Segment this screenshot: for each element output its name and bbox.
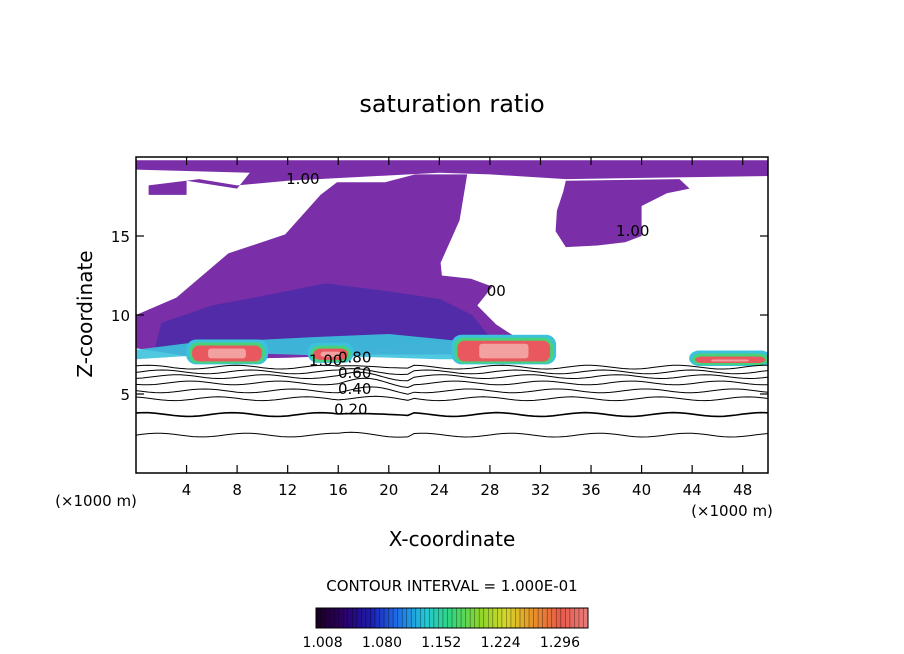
- y-tick-label: 10: [111, 307, 130, 325]
- contour-label-7: 0.20: [334, 401, 367, 419]
- isoline-1: [136, 431, 768, 438]
- y-tick-label: 5: [120, 386, 130, 404]
- x-tick-label: 36: [581, 481, 600, 499]
- isoline-8: [136, 364, 768, 370]
- cell-2: [307, 342, 354, 363]
- upper-layer-region: [136, 160, 768, 195]
- x-tick-label: 4: [182, 481, 192, 499]
- x-tick-label: 32: [531, 481, 550, 499]
- contour-label-3: 1.00: [309, 352, 342, 370]
- contour-label-4: 0.80: [338, 348, 371, 366]
- x-axis-unit-left: (×1000 m): [55, 492, 137, 510]
- contour-label-6: 0.40: [338, 380, 371, 398]
- colorbar-tick-label: 1.152: [421, 635, 461, 651]
- contour-interval-label: CONTOUR INTERVAL = 1.000E-01: [326, 577, 577, 595]
- y-axis-label: Z-coordinate: [73, 250, 97, 377]
- x-axis-label: X-coordinate: [389, 527, 516, 551]
- isoline-6: [136, 371, 768, 382]
- contour-label-1: 1.00: [286, 170, 319, 188]
- cell-3: [451, 334, 557, 365]
- x-tick-label: 48: [733, 481, 752, 499]
- isoline-5: [136, 377, 768, 389]
- colorbar-ticks: 1.008 1.080 1.152 1.224 1.296: [303, 608, 589, 651]
- y-axis: 5 10 15: [111, 228, 768, 404]
- chart-title: saturation ratio: [359, 90, 544, 118]
- colorbar-tick-label: 1.296: [540, 635, 580, 651]
- x-tick-label: 44: [683, 481, 702, 499]
- cell-1: [186, 339, 268, 365]
- x-axis-unit-right: (×1000 m): [691, 502, 773, 520]
- isoline-4: [136, 386, 768, 395]
- contour-label-2: 1.00: [616, 222, 649, 240]
- isoline-2: [136, 411, 768, 418]
- x-tick-label: 20: [379, 481, 398, 499]
- isoline-7: [136, 368, 768, 376]
- colorbar-tick-label: 1.224: [481, 635, 521, 651]
- colorbar-tick-label: 1.008: [303, 635, 343, 651]
- upper-right-region: [555, 179, 690, 248]
- x-axis: 4 8 12 16 20 24 28 32 36 40 44 48: [182, 157, 752, 499]
- isoline-3: [136, 395, 768, 402]
- colorbar-tick-label: 1.080: [362, 635, 402, 651]
- x-tick-label: 24: [430, 481, 449, 499]
- inner-dark-region: [155, 283, 490, 352]
- x-tick-label: 12: [278, 481, 297, 499]
- contour-label-8: 00: [487, 282, 506, 300]
- x-tick-label: 8: [232, 481, 242, 499]
- cell-4: [689, 350, 768, 366]
- y-tick-label: 15: [111, 228, 130, 246]
- contour-label-5: 0.60: [338, 364, 371, 382]
- x-tick-label: 16: [329, 481, 348, 499]
- saturation-field: [136, 160, 768, 366]
- contour-lines: [136, 364, 768, 438]
- x-tick-label: 28: [480, 481, 499, 499]
- x-tick-label: 40: [632, 481, 651, 499]
